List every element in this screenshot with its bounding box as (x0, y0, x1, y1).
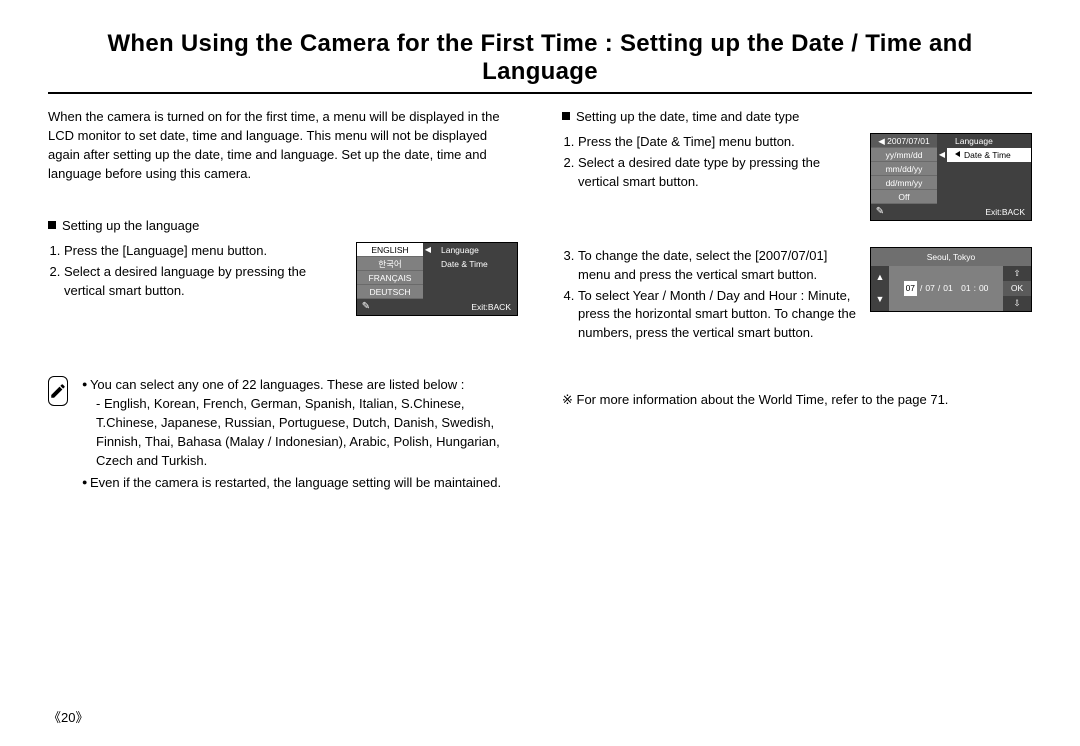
time-sep-3 (956, 282, 958, 294)
lcd-time-header: Seoul, Tokyo (871, 248, 1031, 266)
date-section-heading: Setting up the date, time and date type (562, 108, 1032, 127)
language-section-heading: Setting up the language (48, 217, 518, 236)
lcd-nav-left: ▲ ▼ (871, 266, 889, 311)
lcd-spacer (423, 257, 433, 271)
lcd-language-screen: ENGLISH ◀ Language 한국어 Date & Time FRANÇ… (356, 242, 518, 316)
lcd-date-opt-1[interactable]: yy/mm/dd (871, 148, 937, 162)
lcd-date-opt-3[interactable]: dd/mm/yy (871, 176, 937, 190)
lcd-spacer-3 (423, 285, 433, 299)
lcd-right-datetime-2-label: Date & Time (964, 150, 1011, 160)
lcd-spacer-d2 (937, 162, 947, 176)
lcd-right-blank-d1 (947, 162, 1031, 176)
date-steps-a-text: Press the [Date & Time] menu button. Sel… (562, 133, 856, 194)
lcd-footer-2: ✎ Exit:BACK (871, 204, 1031, 220)
date-steps-block-b: To change the date, select the [2007/07/… (562, 247, 1032, 345)
pencil-note-icon (49, 382, 67, 400)
exit-back-label[interactable]: Exit:BACK (375, 301, 517, 313)
bullet-square-icon-2 (562, 112, 570, 120)
language-step-1: Press the [Language] menu button. (64, 242, 342, 261)
right-column: Setting up the date, time and date type … (562, 108, 1032, 497)
lcd-date-arrowcell[interactable]: ◀ 2007/07/01 (871, 134, 937, 148)
time-field-hour[interactable]: 01 (961, 282, 970, 294)
time-field-day[interactable]: 01 (943, 282, 952, 294)
manual-page: When Using the Camera for the First Time… (0, 0, 1080, 746)
lcd-right-language-2[interactable]: Language (947, 134, 1031, 148)
date-steps-a-list: Press the [Date & Time] menu button. Sel… (562, 133, 856, 192)
time-sep-4: : (974, 282, 976, 294)
lcd-date-opt-4[interactable]: Off (871, 190, 937, 204)
note-block: You can select any one of 22 languages. … (48, 376, 518, 497)
page-title: When Using the Camera for the First Time… (48, 30, 1032, 86)
intro-paragraph: When the camera is turned on for the fir… (48, 108, 518, 183)
left-arrow-icon[interactable]: ◀ (423, 243, 433, 257)
lcd-lang-option-korean[interactable]: 한국어 (357, 257, 423, 271)
language-step-2: Select a desired language by pressing th… (64, 263, 342, 301)
left-column: When the camera is turned on for the fir… (48, 108, 518, 497)
lcd-lang-option-german[interactable]: DEUTSCH (357, 285, 423, 299)
exit-back-label-2[interactable]: Exit:BACK (889, 206, 1031, 218)
lcd-right-blank-1 (433, 271, 517, 285)
lcd-timeset-screen: Seoul, Tokyo ▲ ▼ 07 / 07 / 01 (870, 247, 1032, 312)
right-up-icon[interactable]: ⇧ (1003, 266, 1031, 281)
lcd-spacer-d3 (937, 176, 947, 190)
note-body: You can select any one of 22 languages. … (82, 376, 518, 497)
language-steps-text: Press the [Language] menu button. Select… (48, 242, 342, 303)
title-rule: When Using the Camera for the First Time… (48, 30, 1032, 94)
tool-icon[interactable]: ✎ (357, 300, 375, 315)
lcd-spacer-d4 (937, 190, 947, 204)
lcd-datetype-screen: ◀ 2007/07/01 Language yy/mm/dd ◀ Date & … (870, 133, 1032, 221)
lcd-nav-right: ⇧ OK ⇩ (1003, 266, 1031, 311)
time-field-month[interactable]: 07 (925, 282, 934, 294)
date-steps-b-text: To change the date, select the [2007/07/… (562, 247, 856, 345)
note-bullet-2: Even if the camera is restarted, the lan… (82, 474, 518, 493)
lcd-date-opt-0: 2007/07/01 (887, 136, 930, 146)
lcd-time-fields: 07 / 07 / 01 01 : 00 (889, 266, 1003, 311)
lcd-right-language[interactable]: Language (433, 243, 517, 257)
date-heading-text: Setting up the date, time and date type (576, 109, 799, 124)
date-steps-b-list: To change the date, select the [2007/07/… (562, 247, 856, 343)
lcd-right-blank-d3 (947, 190, 1031, 204)
world-time-footnote: For more information about the World Tim… (562, 391, 1032, 410)
language-steps-row: Press the [Language] menu button. Select… (48, 242, 518, 316)
two-column-layout: When the camera is turned on for the fir… (48, 108, 1032, 497)
note-bullet-1: You can select any one of 22 languages. … (82, 376, 518, 470)
date-steps-block-a: Press the [Date & Time] menu button. Sel… (562, 133, 1032, 221)
lcd-footer: ✎ Exit:BACK (357, 299, 517, 315)
note-bullet-1-body: English, Korean, French, German, Spanish… (82, 395, 518, 470)
time-sep-2: / (938, 282, 940, 294)
lcd-lang-option-english[interactable]: ENGLISH (357, 243, 423, 257)
date-step-4: To select Year / Month / Day and Hour : … (578, 287, 856, 344)
page-number: 《20》 (48, 707, 88, 726)
language-heading-text: Setting up the language (62, 218, 199, 233)
bullet-square-icon (48, 221, 56, 229)
time-sep-1: / (920, 282, 922, 294)
lcd-right-datetime-2[interactable]: Date & Time (947, 148, 1031, 162)
nav-up-icon[interactable]: ▲ (871, 266, 889, 289)
nav-down-icon[interactable]: ▼ (871, 288, 889, 311)
triangle-icon (955, 151, 960, 157)
lcd-spacer-2 (423, 271, 433, 285)
left-arrow-icon-2[interactable]: ◀ (937, 148, 947, 162)
date-step-3: To change the date, select the [2007/07/… (578, 247, 856, 285)
time-field-min[interactable]: 00 (979, 282, 988, 294)
tool-icon-2[interactable]: ✎ (871, 205, 889, 220)
date-step-2: Select a desired date type by pressing t… (578, 154, 856, 192)
right-down-icon[interactable]: ⇩ (1003, 296, 1031, 311)
ok-button[interactable]: OK (1003, 281, 1031, 296)
lcd-spacer-d1 (937, 134, 947, 148)
note-icon (48, 376, 68, 406)
date-step-1: Press the [Date & Time] menu button. (578, 133, 856, 152)
lcd-lang-option-french[interactable]: FRANÇAIS (357, 271, 423, 285)
language-steps-list: Press the [Language] menu button. Select… (48, 242, 342, 301)
lcd-date-opt-2[interactable]: mm/dd/yy (871, 162, 937, 176)
lcd-right-blank-2 (433, 285, 517, 299)
time-field-year[interactable]: 07 (904, 281, 917, 295)
lcd-time-body: ▲ ▼ 07 / 07 / 01 01 : 00 (871, 266, 1031, 311)
note-bullet-1-lead: You can select any one of 22 languages. … (90, 377, 464, 392)
lcd-right-datetime[interactable]: Date & Time (433, 257, 517, 271)
lcd-right-blank-d2 (947, 176, 1031, 190)
